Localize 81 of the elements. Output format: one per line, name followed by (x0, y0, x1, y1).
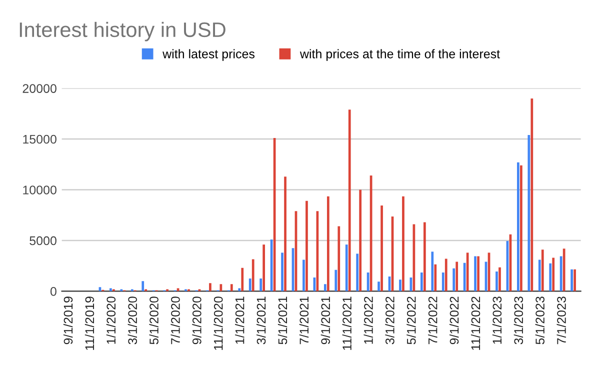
bar (562, 248, 566, 292)
x-tick-label: 1/1/2021 (235, 296, 244, 344)
bar (420, 272, 423, 292)
bar (338, 226, 340, 292)
bar (324, 284, 326, 292)
bar (477, 256, 480, 292)
bar (142, 281, 144, 292)
bar (516, 162, 520, 292)
x-tick-label: 11/1/2022 (470, 296, 480, 350)
bar (552, 258, 555, 292)
bar (252, 259, 254, 292)
x-tick-label: 9/1/2019 (63, 296, 73, 344)
x-tick-label: 3/1/2021 (256, 296, 266, 344)
bar (456, 262, 458, 292)
x-tick-label: 9/1/2021 (320, 296, 330, 344)
bar (110, 288, 112, 292)
bar (520, 165, 522, 292)
x-tick-label: 1/1/2023 (492, 296, 502, 344)
bar (423, 222, 426, 292)
bar (284, 176, 286, 292)
bar (498, 267, 501, 292)
x-tick-label: 3/1/2023 (514, 296, 524, 344)
bar (530, 98, 534, 292)
bar (348, 110, 351, 292)
x-tick-label: 1/1/2022 (364, 296, 373, 344)
x-tick-label: 9/1/2022 (450, 296, 459, 344)
legend-label: with latest prices (162, 49, 255, 61)
bar (549, 263, 552, 292)
bar (262, 244, 266, 292)
bar (380, 205, 383, 292)
bar (452, 268, 456, 292)
bar (474, 256, 476, 292)
bar (334, 270, 338, 292)
y-tick-label: 15000 (23, 134, 56, 144)
bar (442, 272, 444, 292)
y-tick-label: 10000 (23, 186, 56, 194)
bar (306, 200, 308, 292)
bar (281, 252, 284, 292)
x-tick-label: 11/1/2021 (342, 296, 352, 350)
bar (528, 134, 530, 292)
bar (209, 283, 212, 292)
bar (496, 271, 498, 292)
bar (326, 196, 330, 292)
x-tick-label: 7/1/2020 (170, 296, 180, 344)
bar (248, 278, 252, 292)
bar (431, 252, 434, 292)
x-tick-label: 7/1/2021 (299, 296, 309, 344)
x-tick-label: 7/1/2022 (428, 296, 438, 344)
bar (399, 280, 402, 292)
x-tick-label: 11/1/2020 (214, 296, 223, 350)
x-tick-label: 7/1/2023 (556, 296, 566, 344)
x-tick-label: 5/1/2020 (149, 296, 158, 344)
y-tick-label: 20000 (22, 84, 56, 93)
bar (444, 258, 448, 292)
y-tick-label: 0 (50, 287, 56, 296)
y-tick-label: 5000 (30, 236, 56, 246)
bar (359, 190, 362, 292)
bar (241, 268, 244, 292)
x-tick-label: 9/1/2020 (192, 296, 202, 344)
x-tick-label: 1/1/2020 (106, 296, 116, 344)
chart-title: Interest history in USD (20, 22, 226, 42)
x-tick-label: 5/1/2021 (278, 296, 288, 344)
bar (345, 244, 348, 292)
bar (541, 250, 544, 292)
bar (574, 269, 576, 292)
bar (570, 269, 573, 292)
bar (434, 264, 437, 292)
bar (238, 288, 241, 292)
bar (378, 282, 380, 292)
x-tick-label: 11/1/2019 (84, 296, 94, 350)
x-tick-label: 3/1/2020 (128, 296, 137, 344)
x-tick-label: 5/1/2023 (535, 296, 544, 344)
bar (538, 260, 541, 292)
legend-label: with prices at the time of the interest (300, 49, 500, 61)
x-tick-label: 5/1/2022 (406, 296, 416, 344)
bar (356, 254, 359, 292)
bar (260, 278, 262, 292)
bar (302, 260, 305, 292)
bar (402, 196, 404, 292)
bar (230, 284, 233, 292)
x-tick-label: 3/1/2022 (385, 296, 394, 344)
